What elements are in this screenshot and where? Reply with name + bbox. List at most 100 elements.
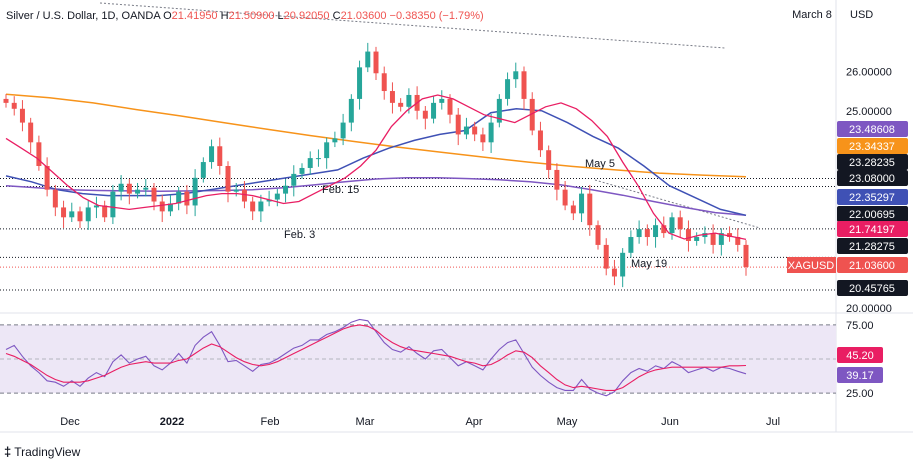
high-label: H: [220, 10, 229, 22]
candle-body: [159, 201, 165, 212]
candle-body: [77, 211, 83, 222]
candle-body: [422, 110, 428, 119]
rsi-level-value: 45.20: [846, 350, 874, 362]
candle-body: [447, 98, 453, 115]
price-level-value: 23.28235: [849, 157, 895, 169]
candle-body: [587, 193, 593, 226]
tradingview-logo[interactable]: ‡ TradingView: [4, 444, 80, 459]
upper-trendline: [99, 2, 726, 49]
candle-body: [69, 211, 75, 218]
candle-body: [496, 98, 502, 123]
candle-body: [241, 189, 247, 202]
candle-body: [463, 126, 469, 135]
candle-body: [513, 71, 519, 80]
candle-body: [480, 134, 486, 143]
price-tick-label: 20.00000: [846, 303, 892, 315]
time-axis-label: Jul: [766, 416, 780, 428]
annotation-label: Feb. 15: [322, 184, 359, 196]
candle-body: [167, 203, 173, 212]
candle-body: [266, 199, 272, 202]
annotation-label: Feb. 3: [284, 229, 315, 241]
price-level-tag: [837, 221, 908, 237]
candle-body: [521, 71, 527, 99]
candle-body: [661, 225, 667, 234]
candle-body: [488, 122, 494, 143]
candle-body: [340, 122, 346, 139]
candle-body: [743, 244, 749, 268]
candle-body: [93, 205, 99, 208]
rsi-ma-line: [5, 324, 747, 391]
rsi-level-tag: [837, 347, 883, 363]
candle-body: [595, 225, 601, 245]
candle-body: [233, 189, 239, 192]
low-value: 20.92050: [283, 10, 330, 22]
candle-body: [61, 207, 67, 218]
candle-body: [537, 130, 543, 151]
candle-body: [324, 142, 330, 159]
time-axis-label: Feb: [261, 416, 280, 428]
close-label: C: [332, 10, 341, 22]
price-level-value: 23.34337: [849, 141, 895, 153]
candle-body: [250, 201, 256, 212]
candle-body: [176, 191, 182, 204]
ema-200-line: [5, 93, 747, 178]
candle-body: [332, 138, 338, 143]
time-axis-label: Jun: [661, 416, 679, 428]
currency-label[interactable]: USD: [850, 9, 874, 21]
price-level-value: 21.74197: [849, 224, 895, 236]
candle-body: [529, 98, 535, 131]
candle-body: [258, 201, 264, 212]
candle-body: [192, 177, 198, 206]
price-level-value: 22.00695: [849, 209, 895, 221]
ema-100-line: [5, 177, 747, 217]
price-level-tag: [837, 189, 908, 205]
price-level-value: 20.45765: [849, 283, 895, 295]
candle-body: [439, 98, 445, 103]
candle-body: [209, 146, 215, 163]
candle-body: [431, 102, 437, 119]
candle-body: [126, 183, 132, 194]
candle-body: [85, 207, 91, 222]
candle-body: [143, 187, 149, 190]
candle-body: [669, 217, 675, 234]
rsi-tick-label: 75.00: [846, 320, 874, 332]
candle-body: [472, 126, 478, 135]
price-level-tag: [837, 238, 908, 254]
candle-body: [579, 193, 585, 214]
candle-body: [381, 73, 387, 92]
chart-header: Silver / U.S. Dollar, 1D, OANDA O21.4195…: [6, 10, 484, 22]
annotation-label: May 19: [631, 258, 667, 270]
price-level-tag: [837, 170, 908, 186]
rsi-tick-label: 25.00: [846, 388, 874, 400]
candle-body: [727, 233, 733, 238]
price-level-tag: [837, 206, 908, 222]
candle-body: [299, 167, 305, 174]
candle-body: [735, 237, 741, 245]
close-value: 21.03600: [340, 10, 387, 22]
candle-body: [44, 166, 50, 190]
candle-body: [348, 98, 354, 123]
candle-body: [151, 187, 157, 202]
candle-body: [562, 189, 568, 206]
candle-body: [398, 102, 404, 107]
open-value: 21.41950: [171, 10, 218, 22]
candle-body: [11, 102, 17, 109]
time-axis-label: Dec: [60, 416, 80, 428]
price-level-value: 21.28275: [849, 241, 895, 253]
symbol-tag-bg: [787, 257, 836, 273]
price-tick-label: 26.00000: [846, 66, 892, 78]
candle-body: [19, 108, 25, 123]
brand-label: TradingView: [14, 444, 81, 459]
candle-body: [603, 244, 609, 269]
price-level-value: 22.35297: [849, 192, 895, 204]
rsi-level-tag: [837, 367, 883, 383]
candle-body: [315, 158, 321, 160]
candle-body: [184, 191, 190, 206]
candle-body: [3, 98, 9, 103]
candle-body: [110, 191, 116, 218]
candle-body: [283, 185, 289, 194]
candle-body: [307, 158, 313, 168]
ema-50-line: [5, 108, 747, 217]
candle-body: [628, 237, 634, 253]
